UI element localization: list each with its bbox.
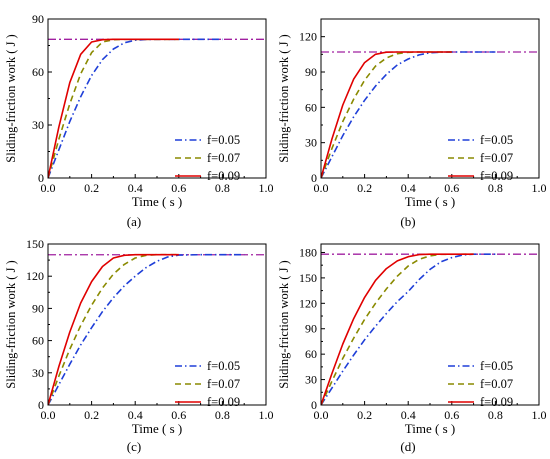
legend-label: f=0.05: [207, 359, 240, 373]
x-tick-label: 0.6: [171, 408, 186, 422]
panel-label: (b): [400, 214, 415, 229]
x-tick-label: 0.2: [357, 181, 372, 195]
x-tick-label: 0.2: [357, 408, 372, 422]
x-tick-label: 0.4: [401, 408, 416, 422]
legend: f=0.05 f=0.07 f=0.09: [175, 359, 240, 409]
y-tick-label: 180: [299, 245, 317, 259]
x-tick-label: 0.4: [128, 408, 143, 422]
x-axis-label: Time ( s ): [405, 194, 455, 209]
legend-label: f=0.09: [207, 395, 240, 409]
y-axis-label: Sliding-friction work ( J ): [4, 260, 18, 388]
legend-label: f=0.05: [207, 133, 240, 147]
legend: f=0.05 f=0.07 f=0.09: [175, 133, 240, 183]
series-line-f=0.09: [321, 253, 474, 405]
y-axis-label: Sliding-friction work ( J ): [277, 260, 291, 388]
chart-panel-2: 0.0 0.2 0.4 0.6 0.8 1.0 0 30 60 90 120 Time ( s ) Sl…: [277, 18, 547, 229]
legend-label: f=0.09: [480, 169, 513, 183]
y-tick-label: 90: [305, 65, 317, 79]
legend-label: f=0.07: [480, 377, 513, 391]
x-axis-label: Time ( s ): [132, 421, 182, 436]
y-tick-label: 120: [299, 296, 317, 310]
legend-label: f=0.07: [207, 377, 240, 391]
legend-label: f=0.07: [480, 151, 513, 165]
y-tick-label: 120: [299, 30, 317, 44]
x-tick-label: 1.0: [259, 408, 274, 422]
legend-label: f=0.05: [480, 133, 513, 147]
x-tick-label: 0.0: [314, 181, 329, 195]
chart-panel-1: 0.0 0.2 0.4 0.6 0.8 1.0 0 30 60 90 Time ( s ) Slidi…: [4, 12, 274, 229]
x-tick-label: 0.0: [41, 181, 56, 195]
x-tick-label: 1.0: [532, 181, 547, 195]
x-tick-label: 0.4: [128, 181, 143, 195]
y-tick-label: 0: [38, 171, 44, 185]
y-tick-label: 30: [305, 136, 317, 150]
y-tick-label: 60: [32, 334, 44, 348]
y-tick-label: 90: [32, 301, 44, 315]
x-tick-label: 1.0: [259, 181, 274, 195]
legend-label: f=0.09: [480, 395, 513, 409]
series-line-f=0.05: [48, 253, 245, 405]
panel-label: (a): [127, 214, 141, 229]
series-group: [48, 38, 223, 178]
x-axis-label: Time ( s ): [405, 421, 455, 436]
x-tick-label: 0.4: [401, 181, 416, 195]
y-tick-label: 0: [311, 398, 317, 412]
y-tick-label: 150: [26, 237, 44, 251]
y-tick-label: 0: [311, 171, 317, 185]
x-tick-label: 0.2: [84, 181, 99, 195]
legend: f=0.05 f=0.07 f=0.09: [448, 133, 513, 183]
x-tick-label: 0.8: [488, 181, 503, 195]
x-tick-label: 1.0: [532, 408, 547, 422]
legend-label: f=0.09: [207, 169, 240, 183]
series-line-f=0.07: [321, 253, 474, 405]
legend-label: f=0.07: [207, 151, 240, 165]
series-line-f=0.05: [321, 51, 496, 178]
series-line-f=0.09: [321, 51, 452, 178]
chart-panel-3: 0.0 0.2 0.4 0.6 0.8 1.0 0 30 60 90 120 150 Time ( s …: [4, 237, 274, 454]
y-tick-label: 30: [305, 373, 317, 387]
y-axis-label: Sliding-friction work ( J ): [277, 34, 291, 162]
series-group: [48, 253, 245, 405]
series-line-f=0.09: [48, 253, 179, 405]
y-tick-label: 120: [26, 269, 44, 283]
x-tick-label: 0.0: [41, 408, 56, 422]
panel-label: (d): [400, 439, 415, 454]
y-tick-label: 150: [299, 271, 317, 285]
x-tick-label: 0.8: [215, 181, 230, 195]
series-group: [321, 253, 496, 405]
panel-label: (c): [127, 439, 141, 454]
y-axis-label: Sliding-friction work ( J ): [4, 34, 18, 162]
series-group: [321, 51, 496, 178]
x-tick-label: 0.8: [488, 408, 503, 422]
x-tick-label: 0.0: [314, 408, 329, 422]
series-line-f=0.07: [48, 38, 179, 178]
x-axis-label: Time ( s ): [132, 194, 182, 209]
legend-label: f=0.05: [480, 359, 513, 373]
y-tick-label: 30: [32, 118, 44, 132]
y-tick-label: 60: [305, 347, 317, 361]
series-line-f=0.07: [48, 253, 179, 405]
y-tick-label: 90: [32, 12, 44, 26]
series-line-f=0.05: [321, 253, 496, 405]
x-tick-label: 0.6: [444, 181, 459, 195]
x-tick-label: 0.8: [215, 408, 230, 422]
y-tick-label: 0: [38, 398, 44, 412]
y-tick-label: 30: [32, 366, 44, 380]
y-tick-label: 90: [305, 322, 317, 336]
legend: f=0.05 f=0.07 f=0.09: [448, 359, 513, 409]
series-line-f=0.07: [321, 51, 452, 178]
series-line-f=0.05: [48, 38, 223, 178]
x-tick-label: 0.6: [171, 181, 186, 195]
x-tick-label: 0.6: [444, 408, 459, 422]
chart-panel-4: 0.0 0.2 0.4 0.6 0.8 1.0 0 30 60 90 120 150 180 Time (…: [277, 243, 547, 454]
y-tick-label: 60: [32, 65, 44, 79]
x-tick-label: 0.2: [84, 408, 99, 422]
y-tick-label: 60: [305, 100, 317, 114]
series-line-f=0.09: [48, 38, 179, 178]
